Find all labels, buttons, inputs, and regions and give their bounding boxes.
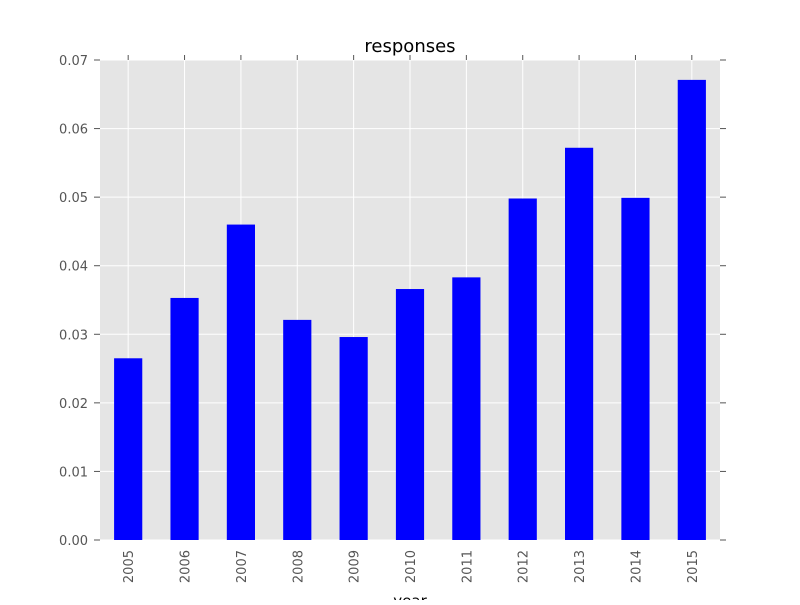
bar-2012 xyxy=(508,198,537,540)
bar-2011 xyxy=(452,277,481,540)
x-tick-label: 2010 xyxy=(404,550,419,583)
x-tick-label: 2013 xyxy=(573,550,588,583)
y-tick-label: 0.02 xyxy=(59,397,88,412)
axis-ticks xyxy=(94,55,726,541)
y-tick-label: 0.03 xyxy=(59,328,88,343)
bar-2013 xyxy=(565,147,594,540)
y-tick-label: 0.04 xyxy=(59,260,88,275)
bar-2014 xyxy=(621,197,650,541)
bars xyxy=(114,79,706,541)
x-tick-label: 2011 xyxy=(460,550,475,583)
x-tick-label: 2008 xyxy=(291,550,306,583)
y-tick-label: 0.00 xyxy=(59,534,88,549)
bar-2010 xyxy=(395,289,425,540)
bar-2008 xyxy=(283,319,312,540)
chart-title: responses xyxy=(364,36,455,57)
y-tick-label: 0.07 xyxy=(59,54,88,69)
x-tick-label: 2006 xyxy=(179,550,194,583)
bar-2007 xyxy=(226,224,255,541)
bar-2005 xyxy=(114,358,143,540)
x-tick-label: 2012 xyxy=(517,550,532,583)
bar-2009 xyxy=(339,337,368,540)
x-tick-label: 2014 xyxy=(629,550,644,583)
y-tick-label: 0.06 xyxy=(59,123,88,138)
x-tick-labels: 2005 2006 2007 2008 2009 2010 2011 2012 2013 2014… xyxy=(122,550,701,583)
x-tick-label: 2009 xyxy=(348,550,363,583)
bar-2015 xyxy=(677,79,706,540)
y-tick-label: 0.01 xyxy=(59,465,88,480)
x-tick-label: 2015 xyxy=(686,550,701,583)
y-tick-labels: 0.00 0.01 0.02 0.03 0.04 0.05 0.06 0.07 xyxy=(59,54,88,549)
x-tick-label: 2007 xyxy=(235,550,250,583)
y-tick-label: 0.05 xyxy=(59,191,88,206)
x-axis-label: year xyxy=(393,592,427,600)
bar-2006 xyxy=(170,297,199,540)
x-tick-label: 2005 xyxy=(122,550,137,583)
